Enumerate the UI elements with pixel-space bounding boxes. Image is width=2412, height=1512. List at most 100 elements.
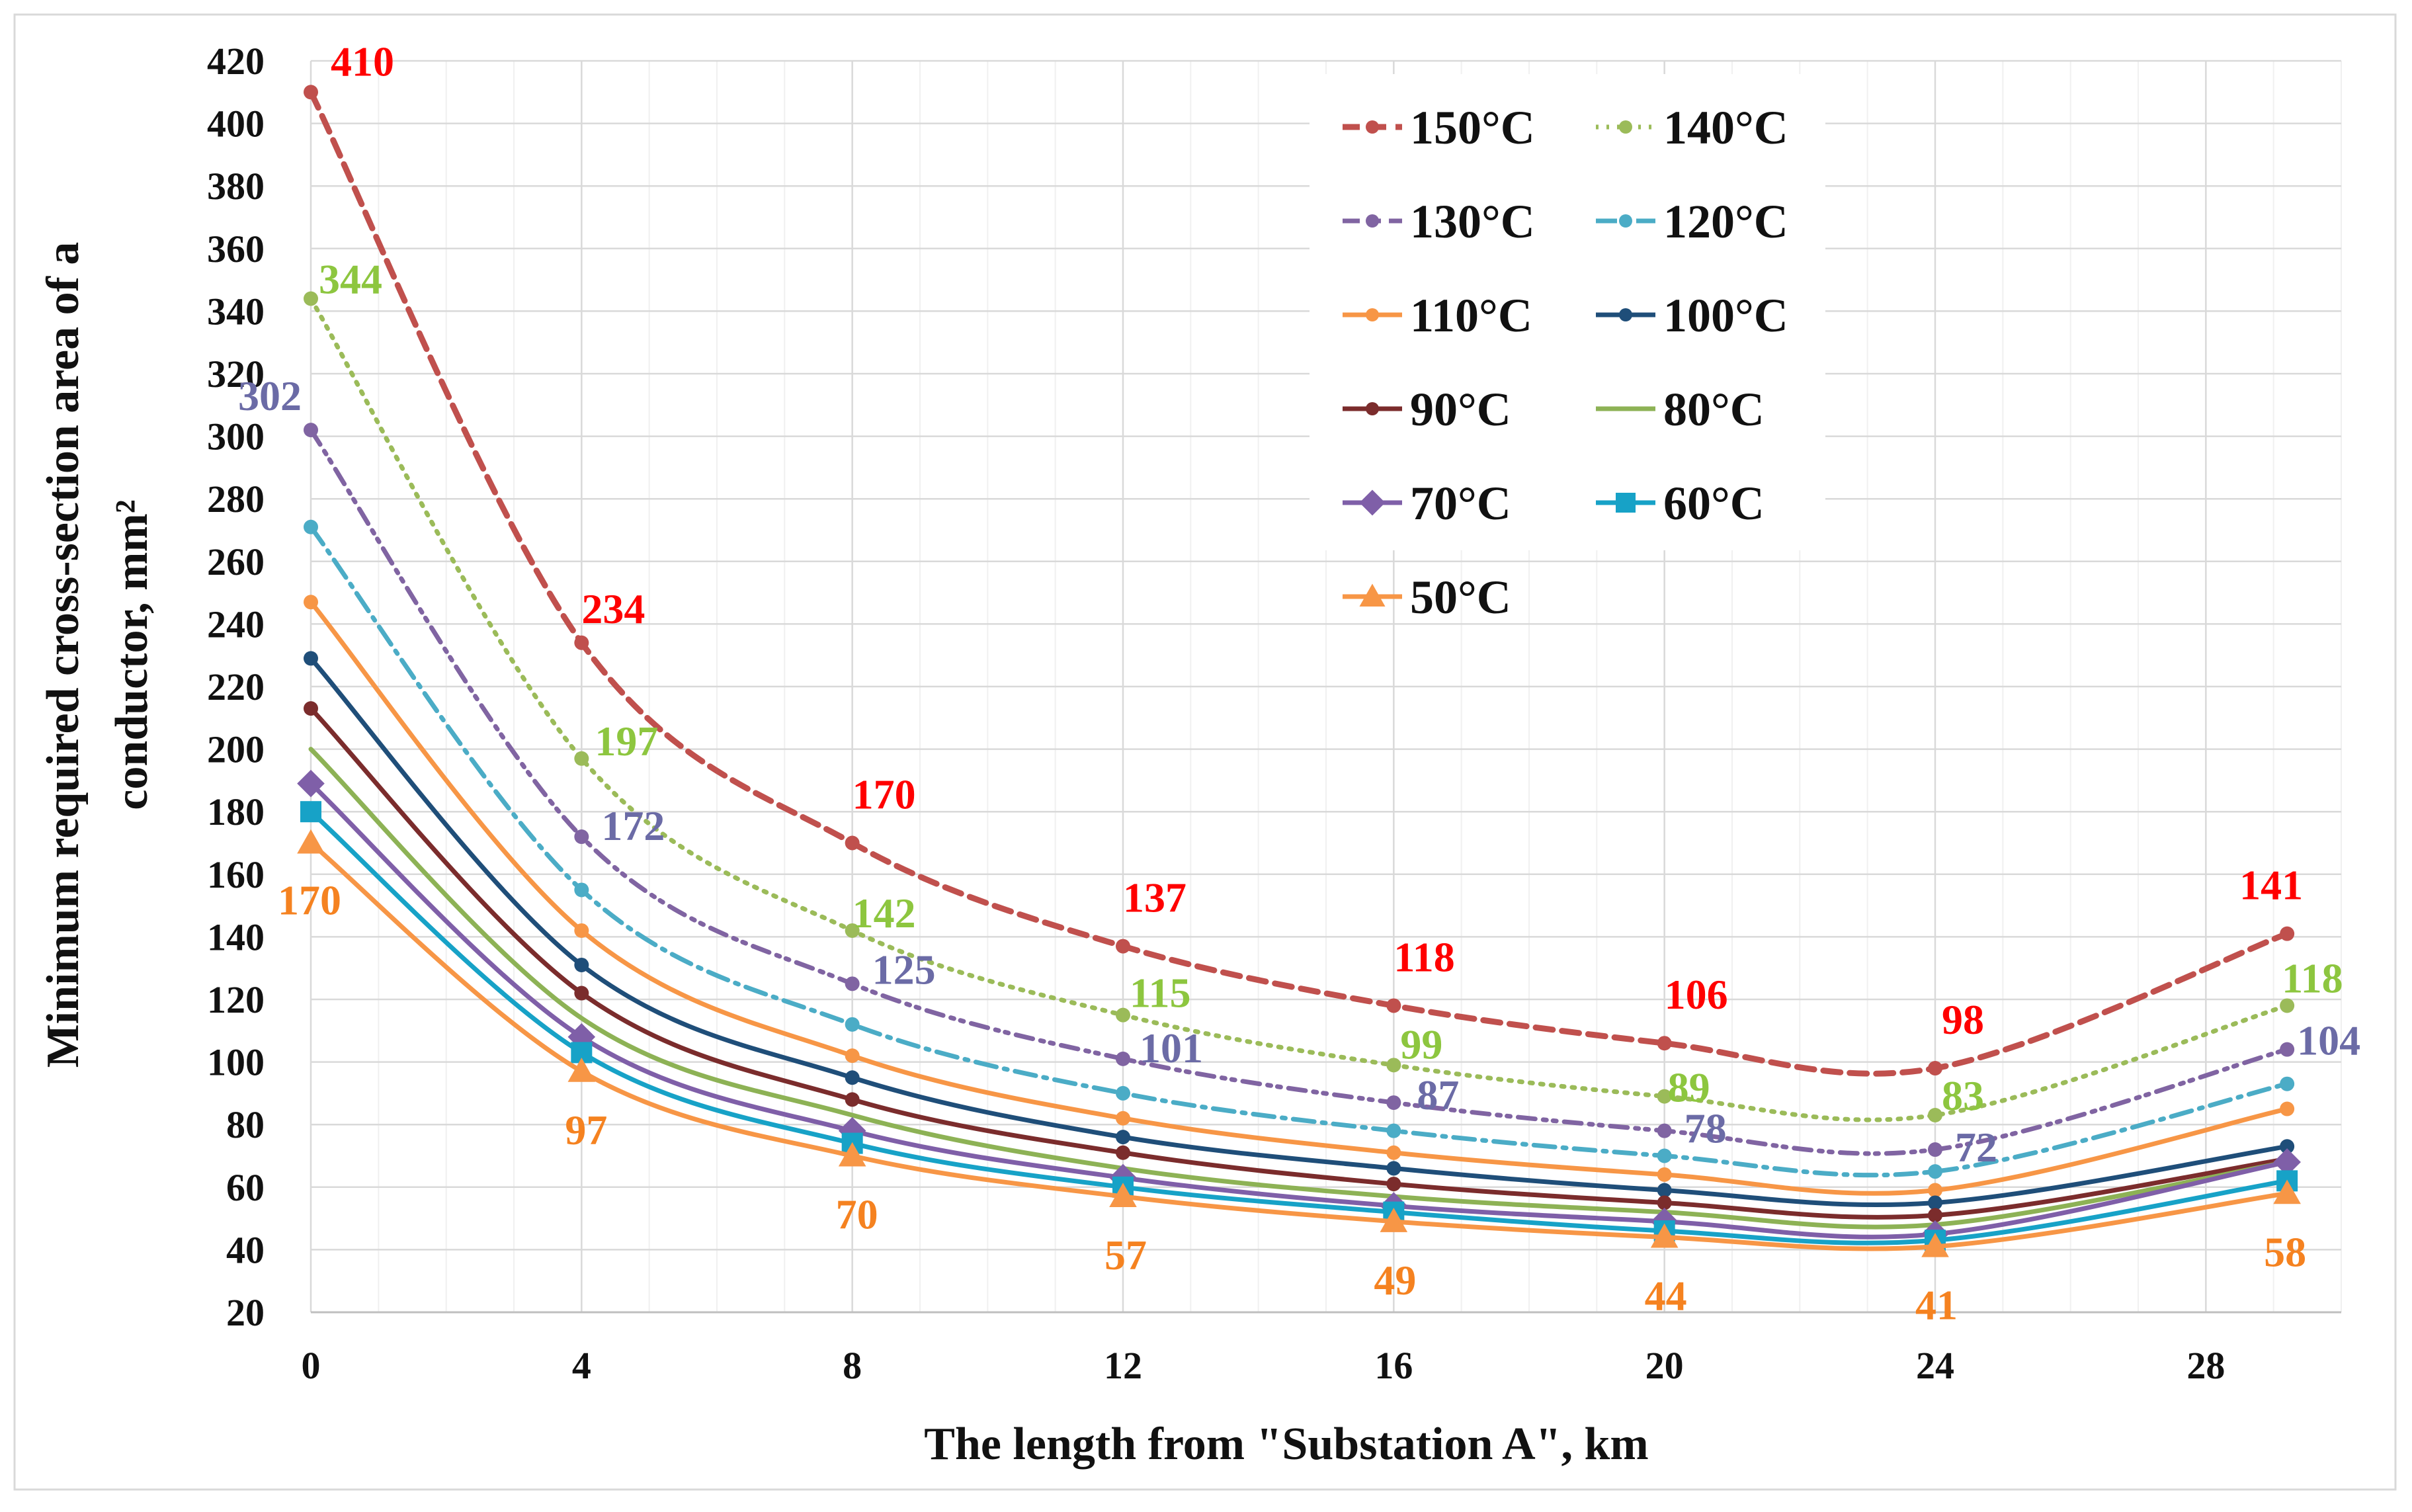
y-tick-label: 140 xyxy=(207,915,265,958)
y-tick-label: 100 xyxy=(207,1041,265,1084)
legend-item: 90°C xyxy=(1343,383,1511,436)
x-tick-label: 24 xyxy=(1916,1344,1954,1387)
data-point xyxy=(845,923,860,938)
y-tick-label: 40 xyxy=(226,1228,265,1271)
legend-label: 70°C xyxy=(1410,477,1511,530)
data-point xyxy=(1386,1177,1401,1192)
legend-label: 100°C xyxy=(1663,289,1788,342)
data-label: 58 xyxy=(2264,1228,2306,1275)
data-point xyxy=(304,651,318,666)
legend-item: 80°C xyxy=(1596,383,1765,436)
legend-label: 90°C xyxy=(1410,383,1511,436)
data-point xyxy=(1928,1061,1942,1076)
y-tick-label: 240 xyxy=(207,603,265,646)
data-label: 137 xyxy=(1123,874,1186,921)
legend-item: 120°C xyxy=(1596,195,1788,248)
data-point xyxy=(845,1048,860,1064)
series-line-90c xyxy=(304,701,2295,1223)
data-label: 118 xyxy=(1393,933,1454,980)
data-label: 89 xyxy=(1668,1064,1710,1111)
data-point xyxy=(574,986,589,1001)
legend-item: 70°C xyxy=(1343,477,1511,530)
data-point xyxy=(1928,1208,1942,1223)
data-point xyxy=(2280,1139,2295,1154)
legend-label: 150°C xyxy=(1410,101,1535,154)
legend-marker xyxy=(1619,214,1632,228)
data-point xyxy=(1657,1123,1672,1138)
x-tick-label: 12 xyxy=(1104,1344,1142,1387)
data-label: 87 xyxy=(1417,1071,1459,1118)
legend-label: 110°C xyxy=(1410,289,1532,342)
data-point xyxy=(2280,998,2295,1013)
chart-border xyxy=(13,13,2397,1491)
y-tick-label: 180 xyxy=(207,790,265,833)
legend-item: 100°C xyxy=(1596,289,1788,342)
legend-item: 140°C xyxy=(1596,101,1788,154)
data-point xyxy=(1386,998,1401,1013)
y-tick-label: 360 xyxy=(207,228,265,271)
data-point xyxy=(1921,1232,1949,1257)
x-tick-label: 28 xyxy=(2186,1344,2225,1387)
legend-marker xyxy=(1619,308,1632,321)
legend-marker xyxy=(1359,583,1386,607)
data-label: 83 xyxy=(1942,1072,1984,1119)
data-point xyxy=(1928,1195,1942,1210)
legend-label: 130°C xyxy=(1410,195,1535,248)
y-tick-label: 340 xyxy=(207,290,265,333)
y-tick-label: 420 xyxy=(207,40,265,83)
data-label: 197 xyxy=(595,718,658,765)
y-tick-label: 120 xyxy=(207,978,265,1021)
data-point xyxy=(845,1092,860,1107)
series-line-50c xyxy=(297,829,2301,1257)
x-axis-title: The length from "Substation A", km xyxy=(924,1419,1649,1470)
data-point xyxy=(574,882,589,898)
data-label: 142 xyxy=(853,890,916,937)
data-label: 49 xyxy=(1374,1257,1416,1304)
data-point xyxy=(1386,1058,1401,1073)
y-tick-label: 200 xyxy=(207,728,265,771)
data-point xyxy=(297,829,325,854)
y-tick-label: 320 xyxy=(207,353,265,396)
data-point xyxy=(1116,1051,1130,1066)
series-path xyxy=(308,427,2290,1156)
data-point xyxy=(574,635,589,650)
data-point xyxy=(2280,926,2295,941)
y-axis-title-line1: Minimum required cross-section area of a xyxy=(38,242,89,1068)
data-label: 44 xyxy=(1645,1272,1687,1319)
data-label: 141 xyxy=(2239,862,2303,909)
legend-item: 50°C xyxy=(1343,571,1511,624)
series-line-130c xyxy=(304,423,2295,1157)
legend-item: 60°C xyxy=(1596,477,1765,530)
series-path xyxy=(308,809,2290,1245)
legend-marker xyxy=(1359,489,1386,516)
y-tick-label: 20 xyxy=(226,1291,265,1334)
data-point xyxy=(1657,1183,1672,1198)
data-label: 172 xyxy=(601,802,665,849)
x-tick-label: 8 xyxy=(843,1344,862,1387)
data-label: 70 xyxy=(836,1191,878,1238)
legend-label: 80°C xyxy=(1663,383,1765,436)
y-axis-title-line2: conductor, mm² xyxy=(106,499,157,810)
y-tick-label: 260 xyxy=(207,540,265,583)
data-labels: 410 234 170 137 118 106 98 141 344 197 142 115 99 89 8… xyxy=(238,38,2360,1328)
data-point xyxy=(845,1070,860,1085)
data-point xyxy=(1657,1148,1672,1163)
data-point xyxy=(304,701,318,716)
x-tick-label: 16 xyxy=(1374,1344,1413,1387)
series-path xyxy=(308,89,2290,1077)
data-point xyxy=(1116,1085,1130,1101)
legend-item: 150°C xyxy=(1343,101,1535,154)
data-point xyxy=(304,519,318,534)
data-label: 170 xyxy=(853,771,916,818)
data-point xyxy=(574,923,589,938)
data-point xyxy=(574,957,589,972)
legend: 150°C 140°C 130°C 120°C 110°C 100°C 90°C 80°C 70… xyxy=(1310,74,1825,624)
y-tick-label: 380 xyxy=(207,165,265,208)
data-point xyxy=(1657,1089,1672,1104)
data-point xyxy=(1386,1123,1401,1138)
data-point xyxy=(304,423,318,438)
data-point xyxy=(1109,1183,1137,1207)
legend-label: 60°C xyxy=(1663,477,1765,530)
